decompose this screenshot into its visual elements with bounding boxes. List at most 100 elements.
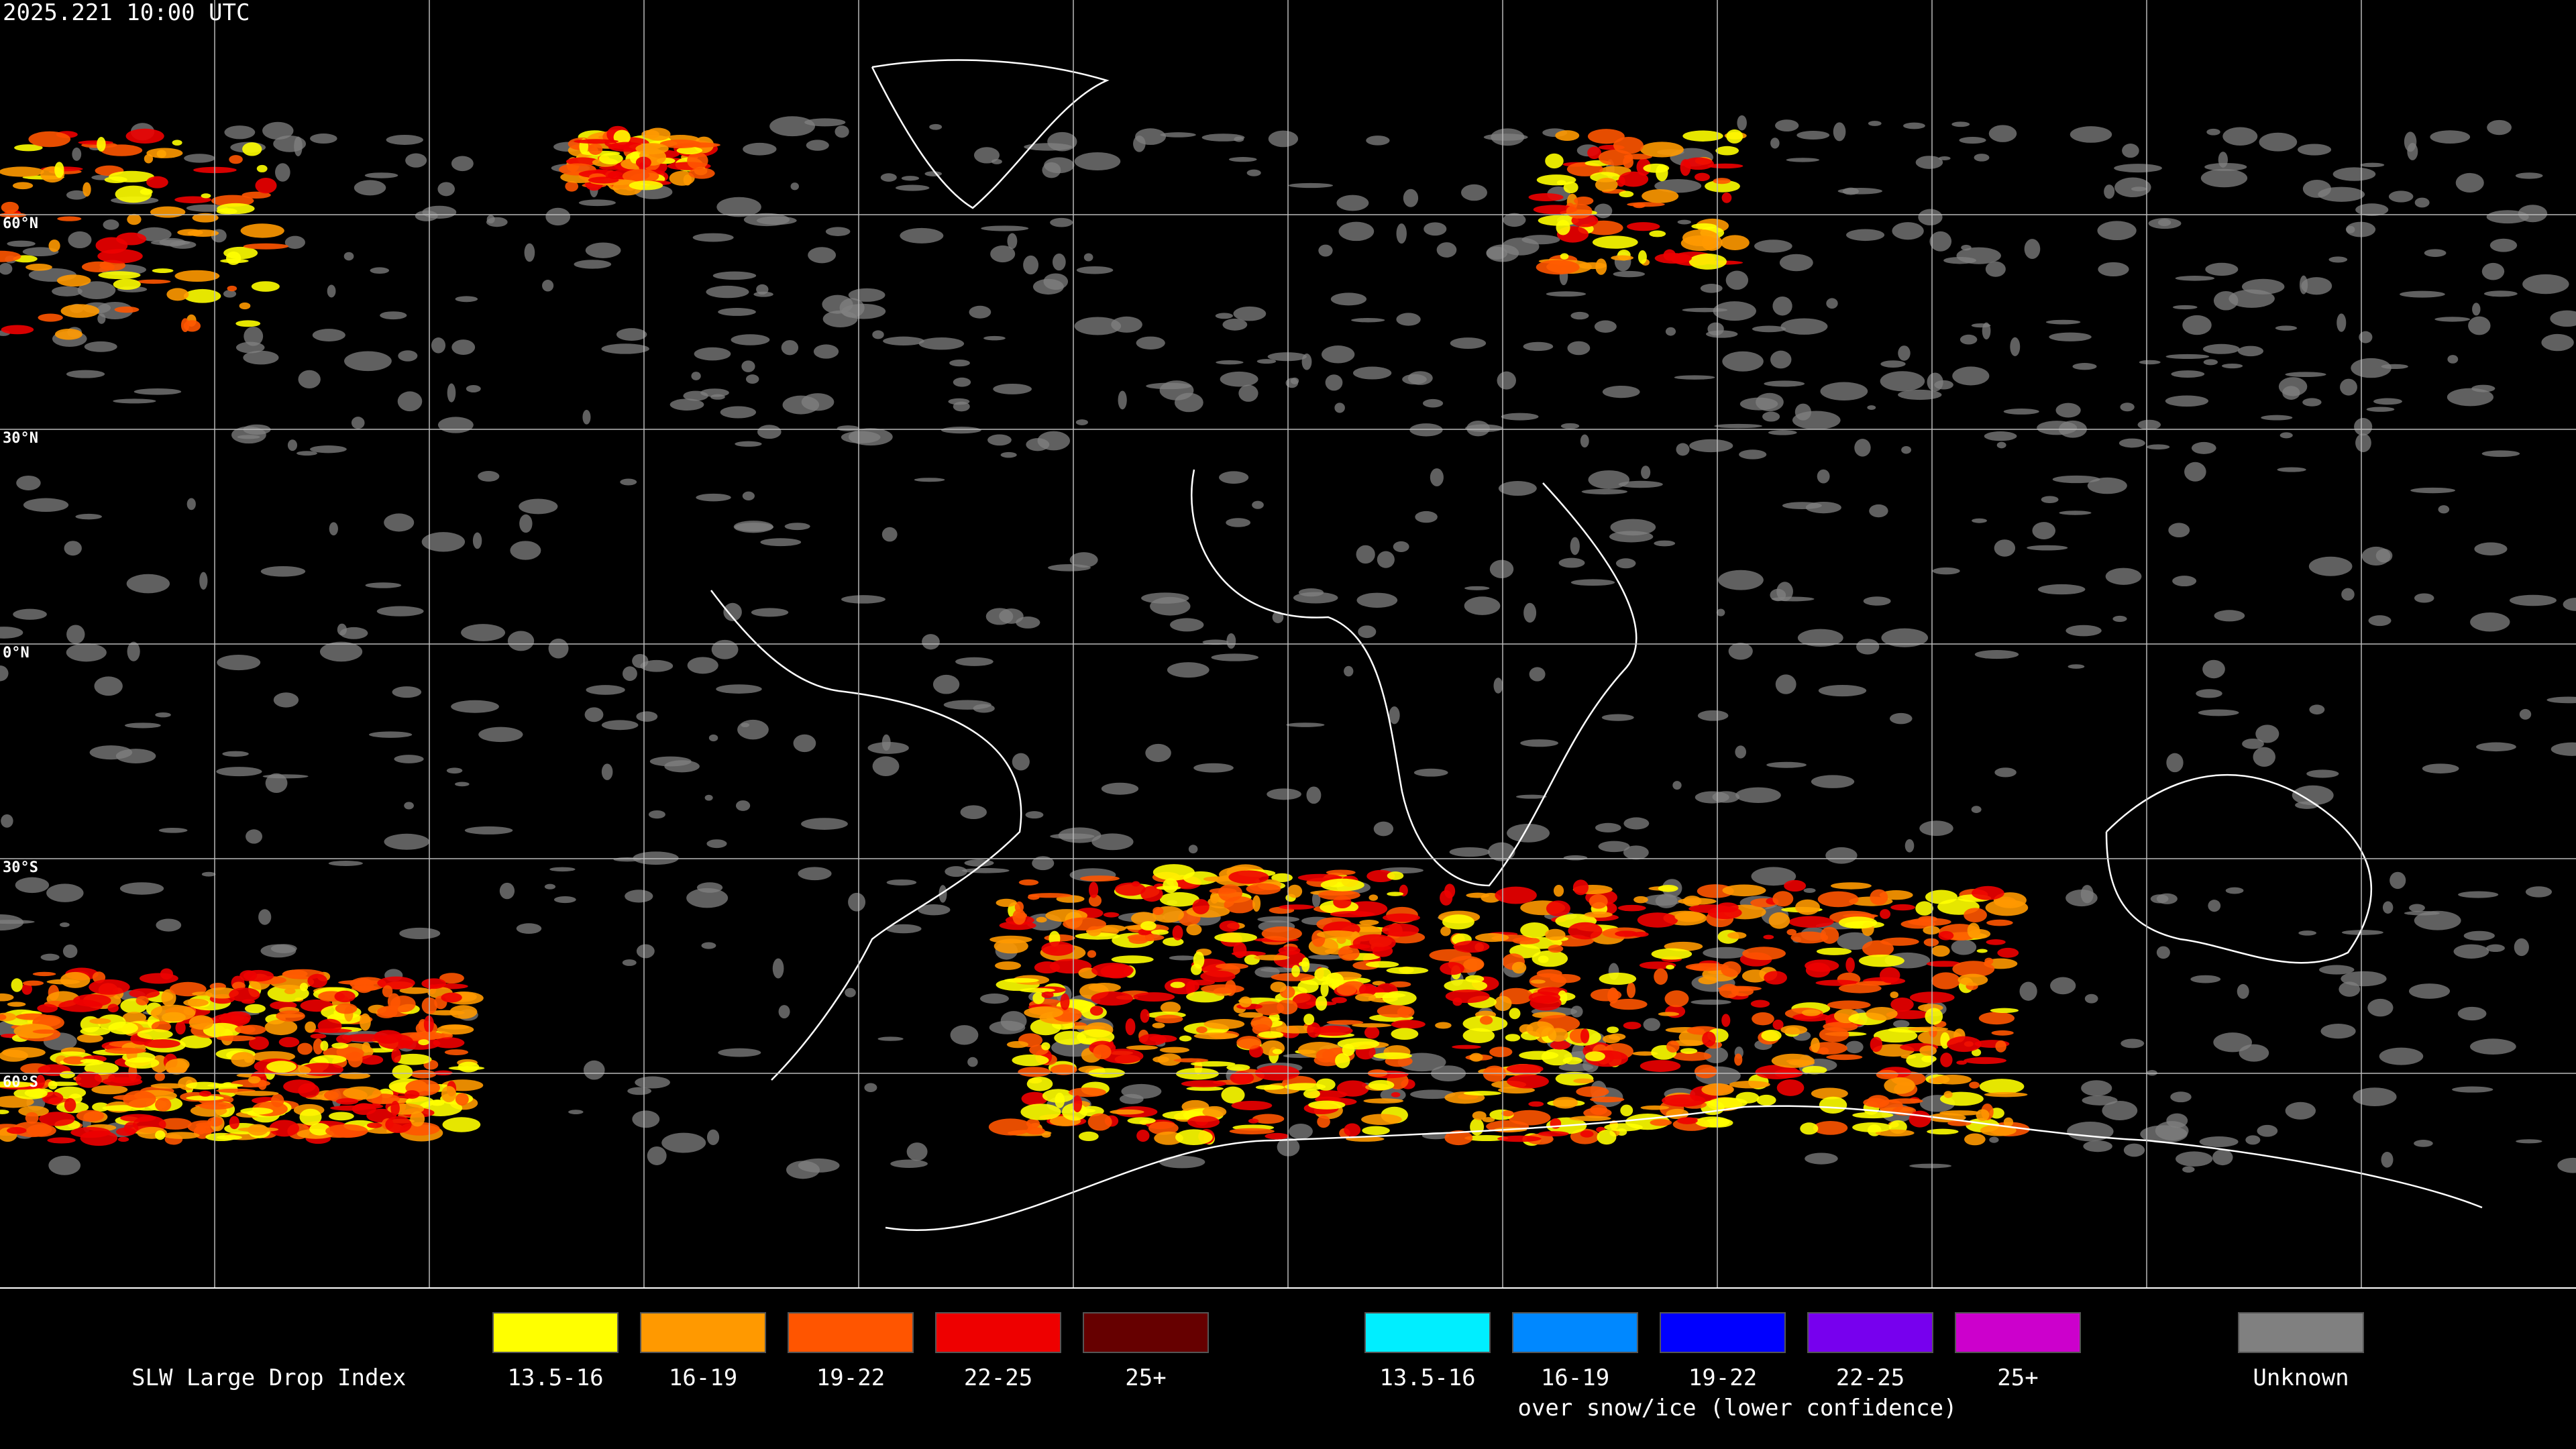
slw-patch [1695,1116,1730,1128]
slw-patch [1722,884,1766,897]
cloud-patch [1464,596,1501,615]
slw-patch [1258,1031,1284,1038]
cloud-patch [751,608,789,617]
cloud-patch [1334,402,1345,413]
slw-patch [1472,1111,1487,1120]
slw-patch [266,1061,297,1073]
slw-patch [256,164,268,172]
slw-patch [1464,1135,1509,1142]
cloud-patch [1825,847,1858,864]
australia-coast [2105,774,2372,964]
cloud-patch [1256,359,1277,364]
slw-patch [104,176,127,183]
slw-patch [239,970,258,981]
slw-patch [1297,873,1342,881]
cloud-patch [922,634,940,650]
cloud-patch [701,942,716,949]
slw-patch [75,1071,102,1088]
cloud-patch [2453,944,2489,959]
slw-patch [38,313,63,322]
snow-swatch-label: 19-22 [1688,1364,1757,1391]
slw-patch [442,1117,481,1132]
slw-patch [1528,1101,1544,1107]
slw-patch [994,961,1022,970]
cloud-patch [1254,966,1280,978]
slw-patch [1592,235,1638,249]
cloud-patch [68,231,92,249]
slw-patch [1626,982,1636,998]
cloud-patch [297,451,317,456]
coastlines [710,59,2483,1231]
slw-patch [107,1004,119,1013]
slw-patch [57,216,82,221]
cloud-patch [451,156,474,172]
slw-patch [1856,981,1892,986]
slw-patch [1532,950,1568,967]
slw-patch [1041,941,1075,956]
slw-patch [54,329,83,340]
slw-patch [1152,906,1164,916]
slw-patch [410,1069,437,1079]
slw-patch [1590,988,1622,1002]
cloud-patch [1951,939,1977,955]
slw-patch [1238,1012,1263,1018]
cloud-patch [1570,311,1589,320]
slw-patch [1336,1080,1369,1097]
slw-patch [1506,1064,1544,1074]
slw-patch [313,1038,323,1055]
cloud-patch [2050,977,2076,995]
slw-patch [352,985,379,991]
slw-patch [150,1083,186,1089]
cloud-patch [2563,597,2576,611]
slw-patch [240,1107,274,1115]
cloud-patch [1854,439,1871,457]
slw-patch [155,1097,172,1112]
cloud-patch [1409,423,1443,437]
cloud-patch [2191,441,2216,454]
cloud-patch [1994,767,2017,777]
slw-patch [1555,130,1580,141]
slw-patch [1508,1110,1551,1126]
slw-patch [439,973,464,984]
slw-patch [1574,196,1594,205]
slw-patch [1538,1131,1569,1137]
slw-patch [1776,1079,1805,1096]
cloud-patch [1581,488,1628,494]
cloud-patch [46,883,84,902]
cloud-patch [370,267,390,274]
cloud-patch [1803,888,1816,893]
cloud-patch [890,1159,928,1168]
cloud-patch [1985,261,2006,277]
cloud-patch [156,918,182,932]
slw-patch [1790,931,1829,944]
slw-patch [248,1076,261,1084]
slw-patch [1140,921,1157,931]
cloud-patch [950,1025,979,1045]
slw-patch [83,182,91,197]
slw-patch [1387,871,1404,880]
slw-patch [1018,879,1039,885]
slw-patch [1772,1019,1784,1030]
slw-patch [1228,870,1269,884]
cloud-patch [376,606,424,616]
slw-patch [1089,881,1099,898]
cloud-patch [1558,1063,1594,1071]
cloud-patch [955,657,994,666]
slw-patch [48,239,60,252]
slw-patch [1091,991,1134,1006]
slw-patch [1643,163,1670,173]
slw-patch [1103,912,1120,918]
cloud-patch [1044,157,1075,174]
cloud-patch [1618,480,1663,488]
cloud-patch [1881,628,1929,647]
slw-patch [1923,938,1939,947]
cloud-patch [553,896,576,904]
slw-patch [192,213,219,223]
slw-patch [1640,1060,1681,1072]
cloud-patch [718,308,756,316]
slw-patch [97,249,143,264]
slw-patch [382,985,393,998]
slw-patch [241,999,256,1004]
antarctic-coast [885,1105,2483,1231]
slw-patch [1303,1089,1320,1099]
